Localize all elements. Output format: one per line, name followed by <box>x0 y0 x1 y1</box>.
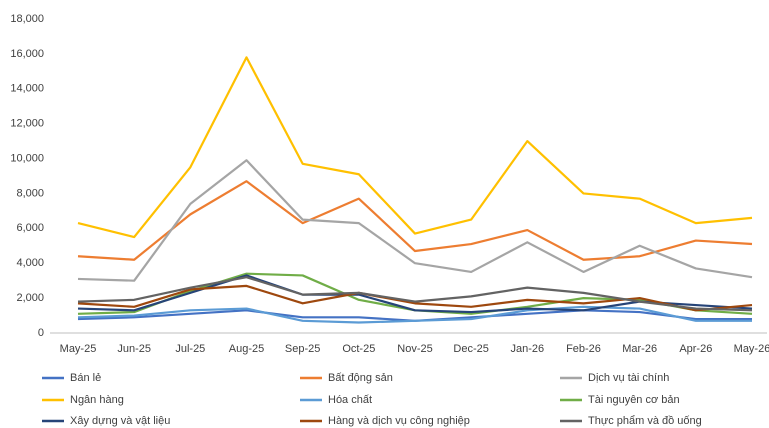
x-tick-label: Mar-26 <box>622 343 657 355</box>
x-tick-label: Nov-25 <box>397 343 432 355</box>
series-line <box>77 180 753 261</box>
y-tick-label: 14,000 <box>10 83 44 95</box>
legend-label: Dịch vụ tài chính <box>588 372 669 384</box>
y-tick-label: 18,000 <box>10 13 44 25</box>
series-line <box>77 276 753 312</box>
y-tick-label: 8,000 <box>16 187 44 199</box>
y-tick-label: 2,000 <box>16 292 44 304</box>
y-tick-label: 12,000 <box>10 118 44 130</box>
legend-label: Bất động sản <box>328 372 393 384</box>
y-tick-label: 4,000 <box>16 257 44 269</box>
x-tick-label: Aug-25 <box>229 343 264 355</box>
legend-label: Xây dựng và vật liệu <box>70 415 170 427</box>
x-tick-label: Oct-25 <box>342 343 375 355</box>
legend-label: Hóa chất <box>328 394 372 406</box>
series-line <box>77 56 753 239</box>
x-tick-label: May-25 <box>60 343 97 355</box>
legend-label: Tài nguyên cơ bản <box>588 394 680 406</box>
legend-label: Ngân hàng <box>70 394 124 406</box>
x-tick-label: Dec-25 <box>453 343 488 355</box>
series-line <box>77 305 752 324</box>
legend-label: Thực phẩm và đồ uống <box>588 415 702 427</box>
x-tick-label: May-26 <box>734 343 769 355</box>
y-tick-label: 16,000 <box>10 48 44 60</box>
series-line <box>77 284 753 312</box>
x-tick-label: Sep-25 <box>285 343 320 355</box>
y-tick-label: 6,000 <box>16 222 44 234</box>
y-tick-label: 0 <box>38 327 44 339</box>
x-tick-label: Jan-26 <box>511 343 545 355</box>
x-tick-label: Jun-25 <box>117 343 151 355</box>
x-tick-label: Apr-26 <box>679 343 712 355</box>
series-line <box>77 159 753 282</box>
legend-label: Bán lẻ <box>70 372 101 384</box>
x-tick-label: Feb-26 <box>566 343 601 355</box>
y-tick-label: 10,000 <box>10 152 44 164</box>
x-tick-label: Jul-25 <box>175 343 205 355</box>
legend-label: Hàng và dịch vụ công nghiệp <box>328 415 470 427</box>
